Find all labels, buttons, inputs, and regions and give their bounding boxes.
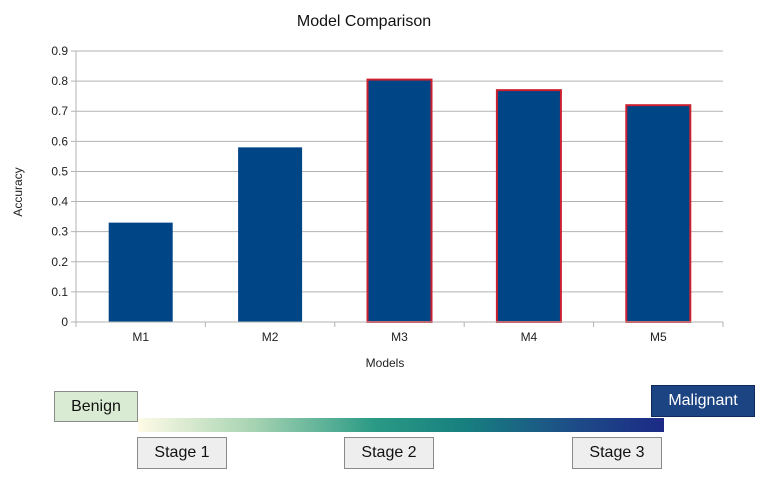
y-tick-label: 0 (61, 315, 68, 329)
y-tick-label: 0.4 (51, 195, 68, 209)
bars (108, 78, 692, 324)
y-tick-labels: 0 0.1 0.2 0.3 0.4 0.5 0.6 0.7 0.8 0.9 (51, 44, 68, 329)
chart-title: Model Comparison (297, 13, 431, 30)
y-tick-label: 0.2 (51, 255, 68, 269)
x-tick-label: M3 (391, 330, 408, 344)
bar-m3 (366, 78, 433, 323)
y-axis-title: Accuracy (11, 167, 25, 216)
y-tick-label: 0.7 (51, 104, 68, 118)
x-tick-label: M2 (262, 330, 279, 344)
y-tick-label: 0.6 (51, 134, 68, 148)
stage-3-label: Stage 3 (572, 437, 662, 469)
bar-chart: Model Comparison 00.10.20.30.40.50.60.70… (11, 13, 724, 370)
bar-m5 (625, 104, 692, 323)
x-tick-label: M4 (521, 330, 538, 344)
x-axis-title: Models (366, 356, 405, 370)
y-tick-label: 0.1 (51, 285, 68, 299)
bar-m1 (108, 222, 173, 322)
y-tick-label: 0.3 (51, 225, 68, 239)
x-tick-labels: M1 M2 M3 M4 M5 (132, 330, 667, 344)
benign-label: Benign (54, 391, 138, 422)
stage-2-label: Stage 2 (344, 437, 434, 469)
x-tick-label: M1 (132, 330, 149, 344)
y-tick-label: 0.9 (51, 44, 68, 58)
severity-gradient-bar (138, 418, 664, 432)
bar-m2 (238, 147, 303, 322)
stage-1-label: Stage 1 (137, 437, 227, 469)
y-tick-label: 0.8 (51, 74, 68, 88)
x-tick-label: M5 (650, 330, 667, 344)
bar-m4 (495, 89, 562, 324)
malignant-label: Malignant (651, 385, 755, 417)
y-tick-label: 0.5 (51, 164, 68, 178)
